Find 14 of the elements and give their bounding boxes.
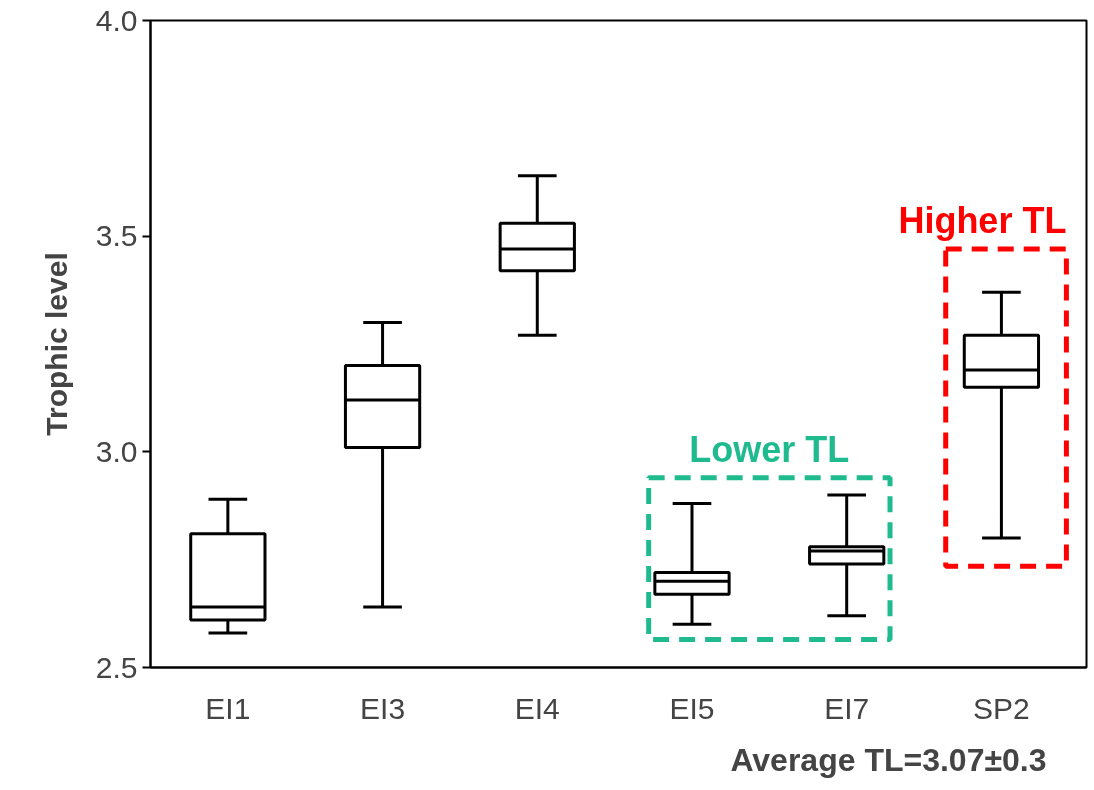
x-tick-label: EI3 xyxy=(360,691,406,725)
y-tick-label: 4.0 xyxy=(95,3,138,37)
x-tick-label: EI1 xyxy=(205,691,251,725)
x-tick-label: EI7 xyxy=(824,691,870,725)
x-tick-label: EI5 xyxy=(669,691,715,725)
x-tick-label: EI4 xyxy=(514,691,560,725)
annotation: Higher TL xyxy=(898,200,1067,242)
y-tick-label: 3.5 xyxy=(95,219,138,253)
x-tick-label: SP2 xyxy=(973,691,1030,725)
y-tick-label: 3.0 xyxy=(95,434,138,468)
y-axis-title: Trophic level xyxy=(39,252,73,436)
y-tick-label: 2.5 xyxy=(95,650,138,684)
text: Average TL=3.07±0.3 xyxy=(730,742,1047,778)
annotation: Lower TL xyxy=(689,428,850,470)
